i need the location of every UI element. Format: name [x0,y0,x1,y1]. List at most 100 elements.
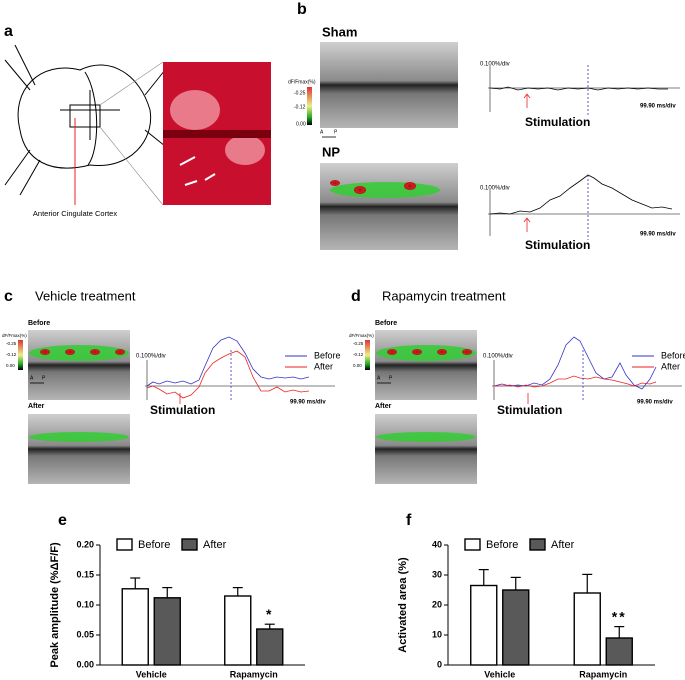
panel-label: e [58,512,67,529]
colorbar-tick: -0.25 [353,341,364,346]
activation-overlay [65,349,75,355]
panel-c: c Vehicle treatmentBeforeAfterdF/Fmax(%)-… [2,288,341,484]
legend-swatch [116,538,133,551]
axis-label: P [389,375,393,381]
colorbar-tick: -0.12 [294,104,306,110]
scale-x: 99.90 ms/div [640,104,676,110]
legend-swatch [181,538,198,551]
imaging-frame [320,42,458,128]
legend-label: Before [661,350,685,360]
bar [153,597,181,666]
colorbar [18,340,23,370]
trace [488,65,680,115]
activation-overlay [40,349,50,355]
scale-y: 0.100%/div [480,186,510,192]
scale-y: 0.100%/div [480,62,510,68]
y-tick-label: 30 [432,569,442,579]
y-tick-label: 0.10 [76,599,94,609]
bar [502,589,530,666]
panel-label: c [4,288,13,305]
imaging-frame [375,330,477,400]
x-tick-label: Rapamycin [230,669,278,679]
bar [121,588,149,666]
bar [470,584,498,666]
legend-swatch [464,538,481,551]
significance: * [266,606,273,622]
significance: ** [612,608,627,624]
trace [494,375,657,388]
colorbar [307,87,312,125]
colorbar-tick: -0.12 [6,352,17,357]
imaging-frame [28,330,130,400]
legend-label: After [661,361,680,371]
colorbar-title: dF/Fmax(%) [2,333,27,338]
axis-label: P [42,375,46,381]
activation-overlay [387,349,397,355]
np-title: NP [322,144,340,159]
activation-overlay [376,345,476,361]
legend-label: After [203,539,227,551]
bar-charts: e Peak amplitude (%ΔF/F) 0.00 0.05 0.10 0.15 0… [49,512,655,679]
y-tick-label: 0.05 [76,629,94,639]
stimulation-label: Stimulation [497,403,562,417]
imaging-frame [320,163,458,250]
legend-label: Before [314,350,341,360]
y-tick-label: 0 [437,659,442,669]
colorbar-tick: 0.00 [353,363,362,368]
scale-y: 0.100%/div [136,354,166,360]
activation-overlay [462,349,472,355]
colorbar-tick: 0.00 [6,363,15,368]
legend-label: After [551,539,575,551]
trace-axis [145,360,335,400]
legend-label: Before [486,539,518,551]
y-tick-label: 0.20 [76,539,94,549]
scale-x: 99.90 ms/div [637,400,673,406]
colorbar-tick: -0.25 [294,90,306,96]
activation-overlay [90,349,100,355]
bar [573,592,601,666]
activation-overlay [412,349,422,355]
panel-label: a [4,23,13,40]
y-tick-label: 0.15 [76,569,94,579]
photo-detail [163,90,271,186]
colorbar-title: dF/Fmax(%) [349,333,374,338]
panel-title: Vehicle treatment [35,288,136,303]
activation-overlay [29,345,129,361]
y-axis-label: Activated area (%) [397,557,409,653]
annotation: Anterior Cingulate Cortex [33,209,117,218]
panel-label: d [351,288,361,305]
stimulation-label: Stimulation [525,115,590,129]
axis-label: A [320,129,324,135]
bar [256,628,284,666]
activation-overlay [330,180,440,198]
trace [493,336,657,390]
axis-label: P [334,129,338,135]
activation-overlay [437,349,447,355]
legend-swatch [529,538,546,551]
legend-label: After [314,361,333,371]
colorbar-tick: -0.12 [353,352,364,357]
scale-x: 99.90 ms/div [640,232,676,238]
colorbar-title: dF/Fmax(%) [288,79,316,85]
axis-label: A [377,375,381,381]
sham-title: Sham [322,24,357,39]
image-label: After [28,403,45,410]
colorbar [365,340,370,370]
activation-overlay [115,349,125,355]
y-tick-label: 20 [432,599,442,609]
x-tick-label: Rapamycin [579,669,627,679]
legend-label: Before [138,539,170,551]
imaging-frame [375,414,477,484]
x-tick-label: Vehicle [484,669,515,679]
axis-label: A [30,375,34,381]
colorbar-tick: -0.25 [6,341,17,346]
mouse-diagram [4,44,171,206]
y-tick-label: 40 [432,539,442,549]
trace [488,174,680,240]
trace [146,336,310,387]
scale-x: 99.90 ms/div [290,400,326,406]
panel-title: Rapamycin treatment [382,288,506,303]
stimulation-label: Stimulation [525,238,590,252]
